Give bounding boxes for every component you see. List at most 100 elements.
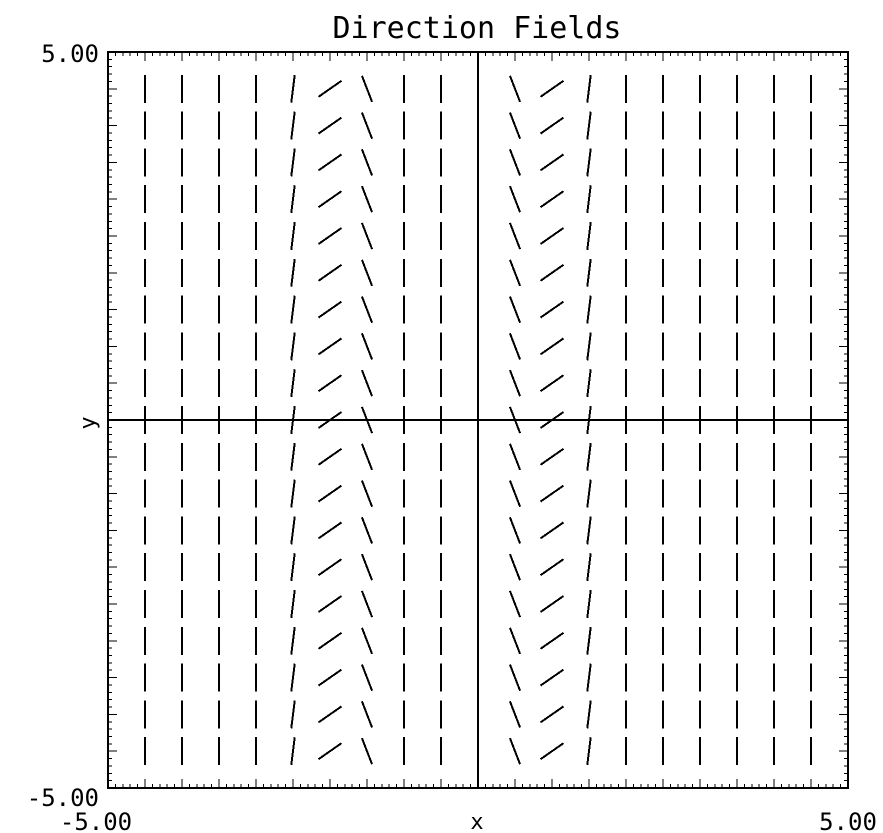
- direction-segment: [586, 442, 592, 471]
- direction-segment: [361, 185, 373, 213]
- direction-segment: [317, 484, 343, 503]
- direction-segment: [317, 521, 343, 540]
- direction-segment: [586, 295, 592, 324]
- direction-segment: [539, 374, 565, 393]
- chart-title: Direction Fields: [333, 11, 622, 46]
- direction-segment: [317, 337, 343, 356]
- direction-segment: [509, 112, 521, 140]
- direction-segment: [586, 626, 592, 655]
- x-axis-label: x: [470, 810, 483, 833]
- direction-segment: [290, 405, 296, 435]
- direction-segment: [361, 480, 373, 508]
- direction-segment: [586, 221, 592, 251]
- direction-segment: [509, 148, 521, 176]
- direction-segment: [317, 116, 343, 135]
- direction-segment: [539, 484, 565, 503]
- direction-segment: [509, 406, 521, 434]
- direction-segment: [539, 631, 565, 650]
- direction-segment: [290, 553, 296, 582]
- direction-segment: [361, 737, 373, 765]
- direction-segment: [290, 111, 296, 140]
- direction-segment: [361, 590, 373, 618]
- direction-segment: [361, 369, 373, 397]
- direction-segment: [509, 75, 521, 103]
- direction-segment: [586, 148, 592, 177]
- direction-segment: [509, 590, 521, 618]
- direction-segment: [539, 79, 565, 98]
- direction-segment: [317, 79, 343, 98]
- direction-segment: [361, 627, 373, 655]
- direction-segment: [586, 74, 592, 103]
- y-tick-label-max: 5.00: [41, 40, 99, 68]
- direction-segment: [586, 589, 592, 619]
- x-tick-label-max: 5.00: [819, 808, 877, 833]
- direction-segment: [317, 374, 343, 393]
- direction-segment: [539, 668, 565, 687]
- direction-segment: [586, 479, 592, 508]
- direction-segment: [539, 227, 565, 245]
- direction-segment: [361, 700, 373, 728]
- direction-segment: [290, 332, 296, 361]
- direction-segment: [361, 112, 373, 140]
- direction-segment: [361, 259, 373, 287]
- direction-segment: [509, 516, 521, 544]
- y-tick-label-min: -5.00: [27, 784, 99, 812]
- direction-segment: [539, 595, 565, 613]
- direction-segment: [586, 516, 592, 545]
- direction-segment: [509, 443, 521, 471]
- direction-segment: [509, 627, 521, 655]
- direction-segment: [361, 148, 373, 176]
- direction-segment: [361, 664, 373, 692]
- direction-segment: [586, 111, 592, 140]
- direction-segment: [290, 221, 296, 251]
- direction-segment: [317, 153, 343, 172]
- y-axis-label: y: [76, 416, 101, 429]
- direction-segment: [539, 742, 565, 761]
- direction-segment: [539, 300, 565, 319]
- direction-segment: [509, 222, 521, 250]
- direction-segment: [290, 442, 296, 471]
- direction-segment: [539, 116, 565, 135]
- direction-segment: [509, 700, 521, 728]
- direction-segment: [586, 700, 592, 729]
- direction-segment: [586, 332, 592, 361]
- direction-segment: [539, 558, 565, 577]
- direction-segment: [539, 447, 565, 466]
- direction-segment: [290, 369, 296, 398]
- plot-area: [107, 51, 849, 789]
- direction-segment: [290, 258, 296, 287]
- direction-segment: [317, 631, 343, 650]
- direction-segment: [509, 259, 521, 287]
- direction-segment: [361, 553, 373, 581]
- direction-segment: [361, 406, 373, 434]
- direction-segment: [586, 369, 592, 398]
- direction-segment: [317, 447, 343, 466]
- x-tick-label-min: -5.00: [60, 808, 132, 833]
- direction-segment: [509, 737, 521, 765]
- direction-segment: [586, 553, 592, 582]
- direction-segment: [586, 258, 592, 287]
- direction-segment: [539, 190, 565, 209]
- direction-segment: [586, 405, 592, 435]
- direction-segment: [317, 263, 343, 282]
- direction-segment: [509, 332, 521, 360]
- direction-segment: [539, 263, 565, 282]
- direction-segment: [290, 737, 296, 766]
- direction-segment: [317, 190, 343, 209]
- direction-segment: [317, 668, 343, 687]
- direction-segment: [361, 296, 373, 324]
- direction-segment: [290, 295, 296, 324]
- direction-segment: [290, 663, 296, 692]
- direction-segment: [539, 337, 565, 356]
- direction-segment: [539, 705, 565, 724]
- direction-segment: [317, 595, 343, 613]
- direction-segment: [317, 705, 343, 724]
- direction-segment: [317, 300, 343, 319]
- direction-segment: [290, 626, 296, 655]
- direction-segment: [290, 479, 296, 508]
- direction-segment: [290, 148, 296, 177]
- direction-segment: [361, 516, 373, 544]
- direction-segment: [509, 185, 521, 213]
- direction-segment: [290, 74, 296, 103]
